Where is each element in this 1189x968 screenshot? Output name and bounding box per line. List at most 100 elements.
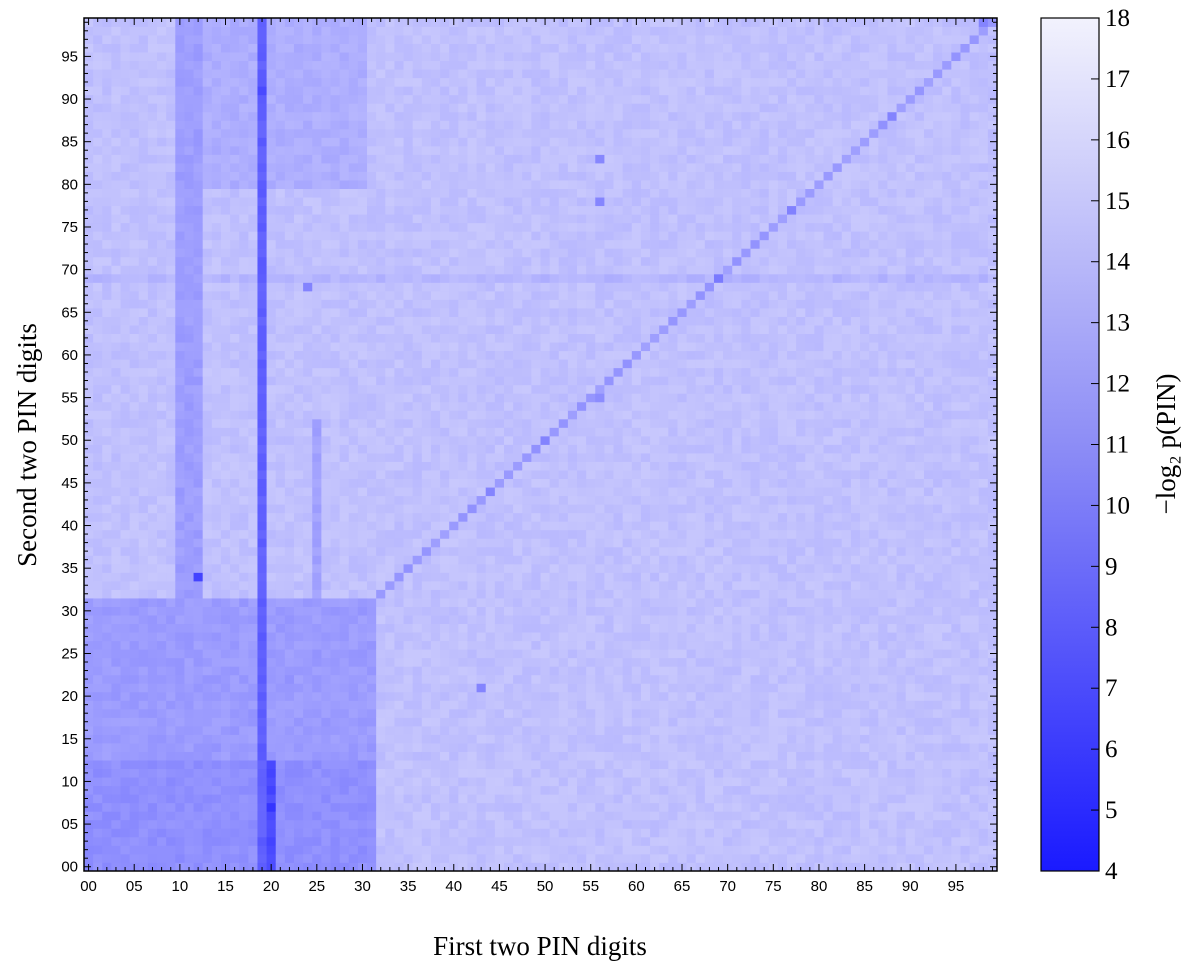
heatmap-cell (403, 137, 414, 147)
heatmap-cell (476, 845, 487, 855)
heatmap-cell (266, 248, 277, 258)
heatmap-cell (376, 308, 386, 317)
heatmap-cell (394, 649, 404, 659)
heatmap-cell (138, 154, 149, 164)
heatmap-cell (129, 555, 140, 565)
heatmap-cell (357, 43, 368, 53)
heatmap-cell (138, 700, 149, 710)
heatmap-cell (275, 743, 286, 752)
heatmap-cell (522, 615, 532, 625)
heatmap-cell (202, 495, 213, 505)
heatmap-cell (257, 572, 267, 582)
heatmap-cell (485, 256, 496, 266)
heatmap-cell (476, 401, 487, 411)
heatmap-cell (531, 367, 541, 377)
heatmap-cell (385, 188, 395, 198)
heatmap-cell (503, 350, 514, 360)
heatmap-cell (147, 231, 158, 241)
heatmap-cell (376, 529, 386, 539)
heatmap-cell (476, 103, 487, 113)
heatmap-cell (440, 768, 450, 778)
heatmap-cell (503, 171, 514, 181)
heatmap-cell (385, 308, 395, 317)
heatmap-cell (284, 487, 295, 497)
heatmap-cell (138, 819, 149, 829)
heatmap-cell (202, 427, 213, 437)
heatmap-cell (284, 615, 295, 625)
heatmap-cell (193, 444, 204, 454)
heatmap-cell (120, 69, 131, 79)
heatmap-cell (193, 248, 204, 258)
heatmap-cell (476, 546, 487, 556)
heatmap-cell (266, 828, 277, 838)
heatmap-cell (339, 299, 350, 309)
heatmap-cell (193, 785, 204, 795)
heatmap-cell (357, 615, 368, 625)
heatmap-cell (102, 214, 112, 224)
heatmap-cell (513, 35, 523, 44)
heatmap-cell (503, 802, 514, 812)
heatmap-cell (138, 367, 149, 377)
heatmap-cell (503, 811, 514, 821)
heatmap-cell (403, 563, 414, 573)
heatmap-cell (312, 444, 322, 454)
heatmap-cell (102, 751, 112, 761)
heatmap-cell (230, 350, 240, 360)
heatmap-cell (476, 18, 487, 27)
heatmap-cell (293, 632, 304, 642)
heatmap-cell (230, 26, 240, 36)
heatmap-cell (239, 145, 249, 155)
heatmap-cell (458, 128, 468, 138)
heatmap-cell (421, 308, 432, 317)
heatmap-cell (376, 103, 386, 113)
heatmap-cell (293, 606, 304, 616)
heatmap-cell (93, 69, 103, 79)
heatmap-cell (248, 290, 258, 300)
heatmap-cell (202, 691, 213, 701)
heatmap-cell (531, 512, 541, 522)
heatmap-cell (93, 623, 103, 633)
heatmap-cell (485, 708, 496, 718)
heatmap-cell (476, 751, 487, 761)
heatmap-cell (202, 214, 213, 224)
heatmap-cell (266, 103, 277, 113)
heatmap-cell (376, 580, 386, 590)
heatmap-cell (175, 77, 185, 87)
heatmap-cell (175, 794, 185, 804)
heatmap-cell (485, 819, 496, 829)
heatmap-cell (202, 384, 213, 394)
heatmap-cell (120, 657, 131, 667)
heatmap-cell (522, 290, 532, 300)
heatmap-cell (531, 180, 541, 189)
heatmap-cell (120, 197, 131, 207)
heatmap-cell (467, 563, 477, 573)
heatmap-cell (147, 743, 158, 752)
heatmap-cell (513, 632, 523, 642)
heatmap-cell (129, 453, 140, 462)
heatmap-cell (421, 435, 432, 445)
heatmap-cell (284, 120, 295, 130)
heatmap-cell (412, 239, 423, 249)
heatmap-cell (403, 60, 414, 70)
heatmap-cell (367, 239, 377, 249)
heatmap-cell (421, 77, 432, 87)
heatmap-cell (211, 580, 222, 590)
heatmap-cell (403, 725, 414, 735)
heatmap-cell (376, 77, 386, 87)
heatmap-cell (248, 171, 258, 181)
heatmap-cell (357, 350, 368, 360)
heatmap-cell (321, 521, 331, 531)
heatmap-cell (348, 606, 359, 616)
heatmap-cell (476, 376, 487, 386)
heatmap-cell (385, 333, 395, 343)
heatmap-cell (220, 171, 231, 181)
heatmap-cell (503, 308, 514, 317)
heatmap-cell (275, 666, 286, 676)
heatmap-cell (111, 649, 121, 659)
heatmap-cell (248, 836, 258, 846)
heatmap-cell (476, 137, 487, 147)
heatmap-cell (120, 239, 131, 249)
heatmap-cell (339, 43, 350, 53)
heatmap-cell (394, 308, 404, 317)
heatmap-cell (84, 86, 94, 96)
